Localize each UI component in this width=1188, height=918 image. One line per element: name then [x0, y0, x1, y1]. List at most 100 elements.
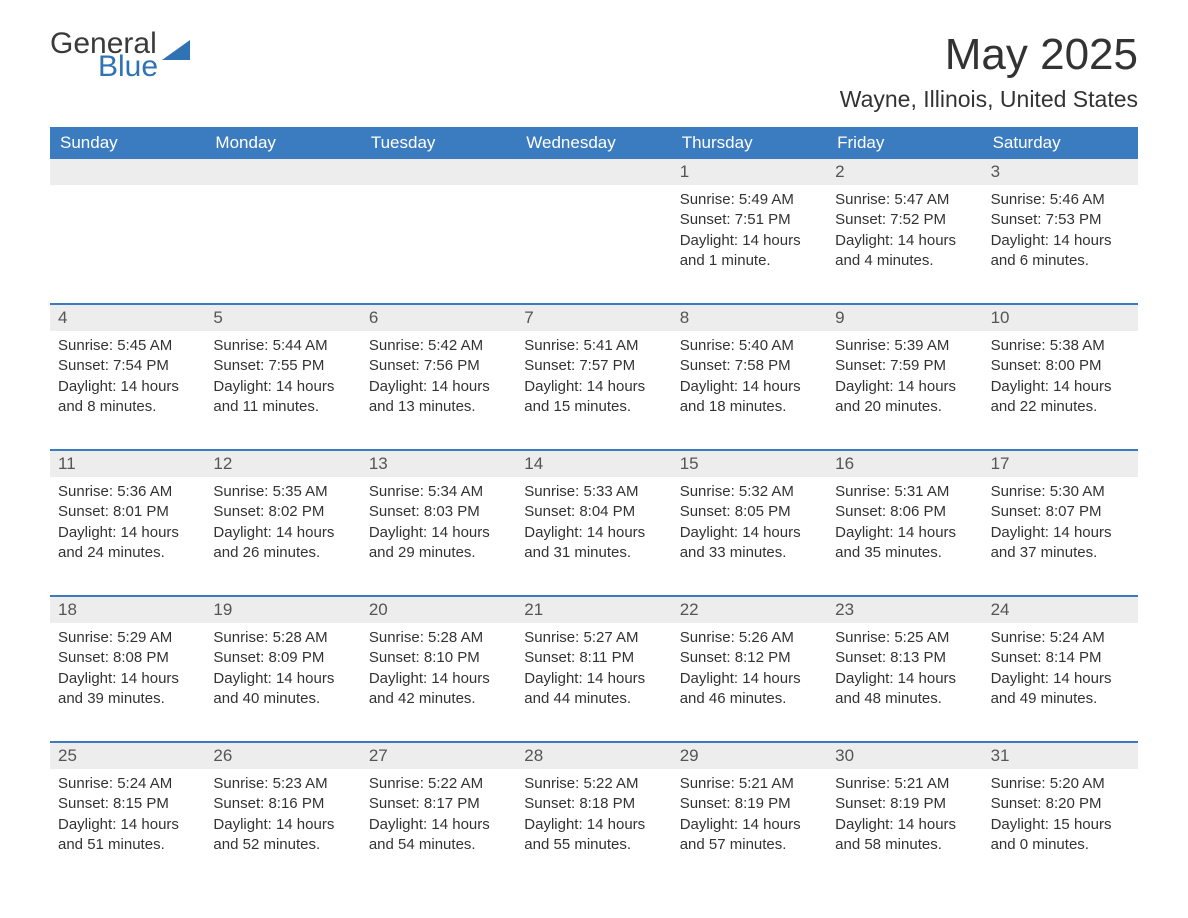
- day-cell: Sunrise: 5:24 AMSunset: 8:15 PMDaylight:…: [50, 769, 205, 873]
- sunrise-line: Sunrise: 5:36 AM: [58, 482, 197, 502]
- daylight-line: Daylight: 14 hours and 31 minutes.: [524, 523, 663, 564]
- day-cell: Sunrise: 5:27 AMSunset: 8:11 PMDaylight:…: [516, 623, 671, 727]
- daylight-line: Daylight: 14 hours and 58 minutes.: [835, 815, 974, 856]
- daylight-line: Daylight: 14 hours and 40 minutes.: [213, 669, 352, 710]
- sunset-line: Sunset: 8:19 PM: [835, 794, 974, 814]
- sunrise-line: Sunrise: 5:32 AM: [680, 482, 819, 502]
- day-number: 7: [516, 305, 671, 331]
- sunset-line: Sunset: 8:07 PM: [991, 502, 1130, 522]
- sunset-line: Sunset: 8:09 PM: [213, 648, 352, 668]
- day-body-row: Sunrise: 5:49 AMSunset: 7:51 PMDaylight:…: [50, 185, 1138, 289]
- day-cell: Sunrise: 5:35 AMSunset: 8:02 PMDaylight:…: [205, 477, 360, 581]
- daylight-line: Daylight: 14 hours and 8 minutes.: [58, 377, 197, 418]
- day-cell: Sunrise: 5:28 AMSunset: 8:09 PMDaylight:…: [205, 623, 360, 727]
- daylight-line: Daylight: 14 hours and 37 minutes.: [991, 523, 1130, 564]
- calendar: SundayMondayTuesdayWednesdayThursdayFrid…: [50, 127, 1138, 873]
- sunset-line: Sunset: 8:16 PM: [213, 794, 352, 814]
- day-number: [516, 159, 671, 185]
- day-number: 28: [516, 743, 671, 769]
- day-number: 26: [205, 743, 360, 769]
- sunset-line: Sunset: 7:58 PM: [680, 356, 819, 376]
- day-cell: Sunrise: 5:21 AMSunset: 8:19 PMDaylight:…: [827, 769, 982, 873]
- day-number: 14: [516, 451, 671, 477]
- daylight-line: Daylight: 14 hours and 1 minute.: [680, 231, 819, 272]
- day-cell: Sunrise: 5:20 AMSunset: 8:20 PMDaylight:…: [983, 769, 1138, 873]
- daylight-line: Daylight: 14 hours and 51 minutes.: [58, 815, 197, 856]
- daylight-line: Daylight: 14 hours and 49 minutes.: [991, 669, 1130, 710]
- day-cell: [50, 185, 205, 289]
- day-cell: Sunrise: 5:42 AMSunset: 7:56 PMDaylight:…: [361, 331, 516, 435]
- daylight-line: Daylight: 14 hours and 39 minutes.: [58, 669, 197, 710]
- day-cell: Sunrise: 5:29 AMSunset: 8:08 PMDaylight:…: [50, 623, 205, 727]
- sunrise-line: Sunrise: 5:34 AM: [369, 482, 508, 502]
- sunset-line: Sunset: 8:06 PM: [835, 502, 974, 522]
- sunrise-line: Sunrise: 5:41 AM: [524, 336, 663, 356]
- location-subtitle: Wayne, Illinois, United States: [840, 86, 1138, 113]
- sunrise-line: Sunrise: 5:21 AM: [680, 774, 819, 794]
- daylight-line: Daylight: 14 hours and 57 minutes.: [680, 815, 819, 856]
- sunset-line: Sunset: 8:18 PM: [524, 794, 663, 814]
- day-number: 19: [205, 597, 360, 623]
- day-cell: Sunrise: 5:49 AMSunset: 7:51 PMDaylight:…: [672, 185, 827, 289]
- day-number: 16: [827, 451, 982, 477]
- sunset-line: Sunset: 7:56 PM: [369, 356, 508, 376]
- day-cell: Sunrise: 5:33 AMSunset: 8:04 PMDaylight:…: [516, 477, 671, 581]
- weekday-header: Saturday: [983, 127, 1138, 159]
- day-number-row: 11121314151617: [50, 451, 1138, 477]
- sunrise-line: Sunrise: 5:35 AM: [213, 482, 352, 502]
- sunset-line: Sunset: 7:53 PM: [991, 210, 1130, 230]
- sunset-line: Sunset: 7:59 PM: [835, 356, 974, 376]
- day-cell: Sunrise: 5:22 AMSunset: 8:17 PMDaylight:…: [361, 769, 516, 873]
- sunset-line: Sunset: 8:10 PM: [369, 648, 508, 668]
- day-number: 31: [983, 743, 1138, 769]
- day-number: 1: [672, 159, 827, 185]
- day-number: 25: [50, 743, 205, 769]
- day-body-row: Sunrise: 5:29 AMSunset: 8:08 PMDaylight:…: [50, 623, 1138, 727]
- day-number-row: 123: [50, 159, 1138, 185]
- sunset-line: Sunset: 8:12 PM: [680, 648, 819, 668]
- daylight-line: Daylight: 14 hours and 52 minutes.: [213, 815, 352, 856]
- day-cell: Sunrise: 5:31 AMSunset: 8:06 PMDaylight:…: [827, 477, 982, 581]
- day-cell: Sunrise: 5:22 AMSunset: 8:18 PMDaylight:…: [516, 769, 671, 873]
- sunset-line: Sunset: 8:15 PM: [58, 794, 197, 814]
- day-cell: Sunrise: 5:25 AMSunset: 8:13 PMDaylight:…: [827, 623, 982, 727]
- day-number-row: 25262728293031: [50, 743, 1138, 769]
- daylight-line: Daylight: 14 hours and 48 minutes.: [835, 669, 974, 710]
- sunset-line: Sunset: 8:13 PM: [835, 648, 974, 668]
- month-title: May 2025: [840, 30, 1138, 80]
- sunset-line: Sunset: 8:17 PM: [369, 794, 508, 814]
- day-number: 2: [827, 159, 982, 185]
- day-cell: Sunrise: 5:26 AMSunset: 8:12 PMDaylight:…: [672, 623, 827, 727]
- weekday-header: Thursday: [672, 127, 827, 159]
- day-cell: Sunrise: 5:23 AMSunset: 8:16 PMDaylight:…: [205, 769, 360, 873]
- sunset-line: Sunset: 8:03 PM: [369, 502, 508, 522]
- day-cell: Sunrise: 5:24 AMSunset: 8:14 PMDaylight:…: [983, 623, 1138, 727]
- weekday-header: Wednesday: [516, 127, 671, 159]
- day-cell: Sunrise: 5:45 AMSunset: 7:54 PMDaylight:…: [50, 331, 205, 435]
- day-cell: Sunrise: 5:32 AMSunset: 8:05 PMDaylight:…: [672, 477, 827, 581]
- sunset-line: Sunset: 8:00 PM: [991, 356, 1130, 376]
- daylight-line: Daylight: 14 hours and 4 minutes.: [835, 231, 974, 272]
- calendar-week: 25262728293031Sunrise: 5:24 AMSunset: 8:…: [50, 741, 1138, 873]
- day-cell: Sunrise: 5:40 AMSunset: 7:58 PMDaylight:…: [672, 331, 827, 435]
- daylight-line: Daylight: 14 hours and 26 minutes.: [213, 523, 352, 564]
- day-number: 12: [205, 451, 360, 477]
- daylight-line: Daylight: 14 hours and 13 minutes.: [369, 377, 508, 418]
- sunset-line: Sunset: 7:52 PM: [835, 210, 974, 230]
- daylight-line: Daylight: 14 hours and 35 minutes.: [835, 523, 974, 564]
- day-cell: Sunrise: 5:30 AMSunset: 8:07 PMDaylight:…: [983, 477, 1138, 581]
- sunrise-line: Sunrise: 5:30 AM: [991, 482, 1130, 502]
- sunrise-line: Sunrise: 5:27 AM: [524, 628, 663, 648]
- day-number: 17: [983, 451, 1138, 477]
- sunrise-line: Sunrise: 5:44 AM: [213, 336, 352, 356]
- sunset-line: Sunset: 7:55 PM: [213, 356, 352, 376]
- sunrise-line: Sunrise: 5:38 AM: [991, 336, 1130, 356]
- sunset-line: Sunset: 7:54 PM: [58, 356, 197, 376]
- weekday-header: Tuesday: [361, 127, 516, 159]
- day-cell: Sunrise: 5:36 AMSunset: 8:01 PMDaylight:…: [50, 477, 205, 581]
- daylight-line: Daylight: 14 hours and 6 minutes.: [991, 231, 1130, 272]
- sunrise-line: Sunrise: 5:46 AM: [991, 190, 1130, 210]
- day-body-row: Sunrise: 5:45 AMSunset: 7:54 PMDaylight:…: [50, 331, 1138, 435]
- daylight-line: Daylight: 14 hours and 29 minutes.: [369, 523, 508, 564]
- day-number: [50, 159, 205, 185]
